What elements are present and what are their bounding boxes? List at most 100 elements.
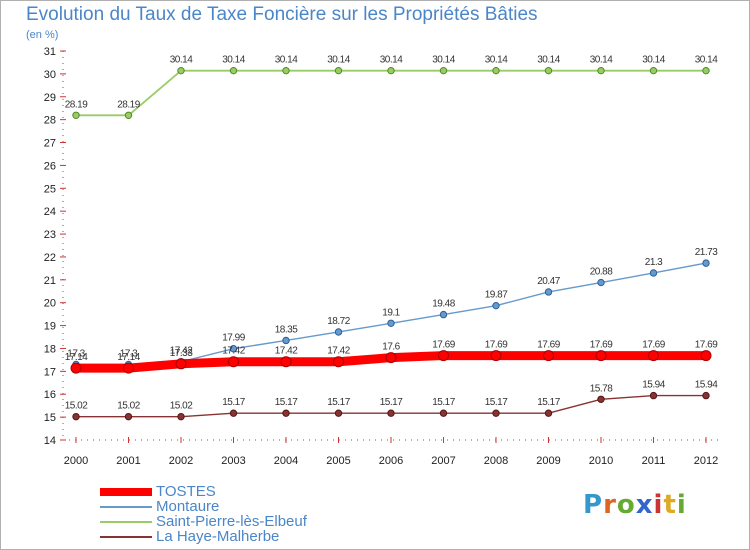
data-point-la-haye — [387, 409, 395, 417]
data-label-tostes: 17.6 — [382, 342, 400, 353]
x-tick-label: 2000 — [64, 455, 88, 467]
data-label-saint-pierre: 30.14 — [537, 55, 560, 66]
data-label-saint-pierre: 30.14 — [642, 55, 665, 66]
data-label-tostes: 17.42 — [222, 346, 245, 357]
axes: 14 15 16 17 18 19 20 21 22 23 24 25 26 27 28 29 30 31 2000… — [44, 46, 720, 467]
data-point-montaure — [597, 278, 605, 287]
series-tostes — [70, 350, 712, 374]
data-point-tostes — [648, 350, 659, 362]
data-label-tostes: 17.42 — [327, 346, 350, 357]
data-label-tostes: 17.42 — [275, 346, 298, 357]
data-point-montaure — [544, 288, 553, 296]
x-tick-label: 2006 — [379, 455, 403, 467]
data-point-la-haye — [597, 395, 605, 403]
data-point-montaure — [282, 336, 290, 345]
data-label-montaure: 17.3 — [67, 348, 85, 359]
data-point-tostes — [175, 358, 187, 370]
data-point-montaure — [649, 269, 658, 277]
data-label-tostes: 17.14 — [117, 352, 140, 363]
data-point-tostes — [438, 350, 449, 362]
data-label-montaure: 21.3 — [645, 257, 663, 268]
x-tick-label: 2012 — [694, 455, 718, 467]
data-point-tostes — [385, 352, 397, 364]
data-label-la-haye: 15.17 — [485, 397, 508, 408]
data-label-saint-pierre: 28.19 — [117, 99, 140, 110]
data-point-tostes — [70, 362, 82, 374]
data-point-la-haye — [649, 391, 658, 400]
x-tick-label: 2005 — [326, 455, 350, 467]
series-saint-pierre — [72, 66, 710, 119]
data-label-tostes: 17.69 — [432, 340, 455, 351]
y-tick-label: 16 — [44, 389, 56, 401]
data-label-saint-pierre: 30.14 — [590, 55, 613, 66]
legend-item-montaure: Montaure — [100, 499, 307, 514]
data-label-montaure: 20.47 — [537, 276, 560, 287]
y-tick-label: 20 — [44, 298, 56, 310]
data-label-la-haye: 15.17 — [380, 397, 403, 408]
chart-title: Evolution du Taux de Taxe Foncière sur l… — [26, 4, 538, 25]
legend-label-la-haye: La Haye-Malherbe — [156, 528, 280, 545]
data-label-la-haye: 15.94 — [695, 380, 718, 391]
data-label-saint-pierre: 30.14 — [222, 55, 245, 66]
data-point-la-haye — [544, 409, 553, 417]
data-label-montaure: 19.48 — [432, 299, 455, 310]
legend-swatch-la-haye — [100, 535, 152, 538]
data-point-la-haye — [702, 391, 710, 400]
data-point-la-haye — [124, 412, 133, 421]
data-labels: 28.19 28.19 30.14 30.14 30.14 30.14 30.14 30.14… — [65, 55, 719, 412]
legend-swatch-tostes — [100, 487, 152, 496]
data-point-la-haye — [334, 409, 343, 417]
data-point-saint-pierre — [282, 66, 290, 75]
y-tick-label: 31 — [44, 46, 56, 58]
data-label-tostes: 17.69 — [590, 340, 613, 351]
legend-label-montaure: Montaure — [156, 498, 220, 515]
x-tick-label: 2001 — [116, 455, 140, 467]
data-point-saint-pierre — [72, 111, 80, 119]
data-point-la-haye — [177, 412, 185, 421]
x-tick-label: 2002 — [169, 455, 193, 467]
x-tick-label: 2011 — [642, 455, 666, 467]
y-tick-label: 19 — [44, 321, 56, 333]
data-point-la-haye — [72, 412, 80, 421]
data-point-la-haye — [282, 409, 290, 417]
data-label-saint-pierre: 30.14 — [170, 55, 193, 66]
y-tick-label: 17 — [44, 366, 56, 378]
data-label-la-haye: 15.17 — [222, 397, 245, 408]
data-label-tostes: 17.33 — [170, 348, 193, 359]
y-tick-label: 26 — [44, 160, 56, 172]
y-tick-label: 30 — [44, 69, 56, 81]
data-label-saint-pierre: 30.14 — [380, 55, 403, 66]
series-la-haye — [72, 391, 710, 421]
data-label-la-haye: 15.94 — [642, 380, 665, 391]
data-label-montaure: 17.3 — [120, 348, 138, 359]
data-point-saint-pierre — [597, 66, 605, 75]
data-label-tostes: 17.69 — [695, 340, 718, 351]
data-point-la-haye — [439, 409, 448, 417]
data-point-saint-pierre — [177, 66, 185, 75]
data-label-montaure: 17.99 — [222, 333, 245, 344]
data-label-tostes: 17.14 — [65, 352, 88, 363]
data-label-montaure: 18.72 — [327, 316, 350, 327]
x-tick-label: 2003 — [221, 455, 245, 467]
data-label-la-haye: 15.02 — [170, 401, 193, 412]
data-label-tostes: 17.69 — [485, 340, 508, 351]
y-tick-label: 14 — [44, 435, 56, 447]
x-tick-label: 2007 — [431, 455, 455, 467]
data-label-saint-pierre: 30.14 — [432, 55, 455, 66]
data-point-tostes — [595, 350, 607, 362]
data-label-montaure: 20.88 — [590, 267, 613, 278]
data-label-montaure: 21.73 — [695, 247, 718, 258]
proxiti-logo: Proxiti — [583, 490, 687, 520]
data-label-la-haye: 15.02 — [65, 401, 88, 412]
data-point-tostes — [543, 350, 554, 362]
y-tick-label: 22 — [44, 252, 56, 264]
data-point-montaure — [387, 319, 395, 327]
data-point-tostes — [490, 350, 502, 362]
data-point-tostes — [700, 350, 712, 362]
legend-label-tostes: TOSTES — [156, 483, 216, 500]
data-label-tostes: 17.69 — [537, 340, 560, 351]
legend-swatch-saint-pierre — [100, 520, 152, 523]
x-tick-label: 2004 — [274, 455, 298, 467]
